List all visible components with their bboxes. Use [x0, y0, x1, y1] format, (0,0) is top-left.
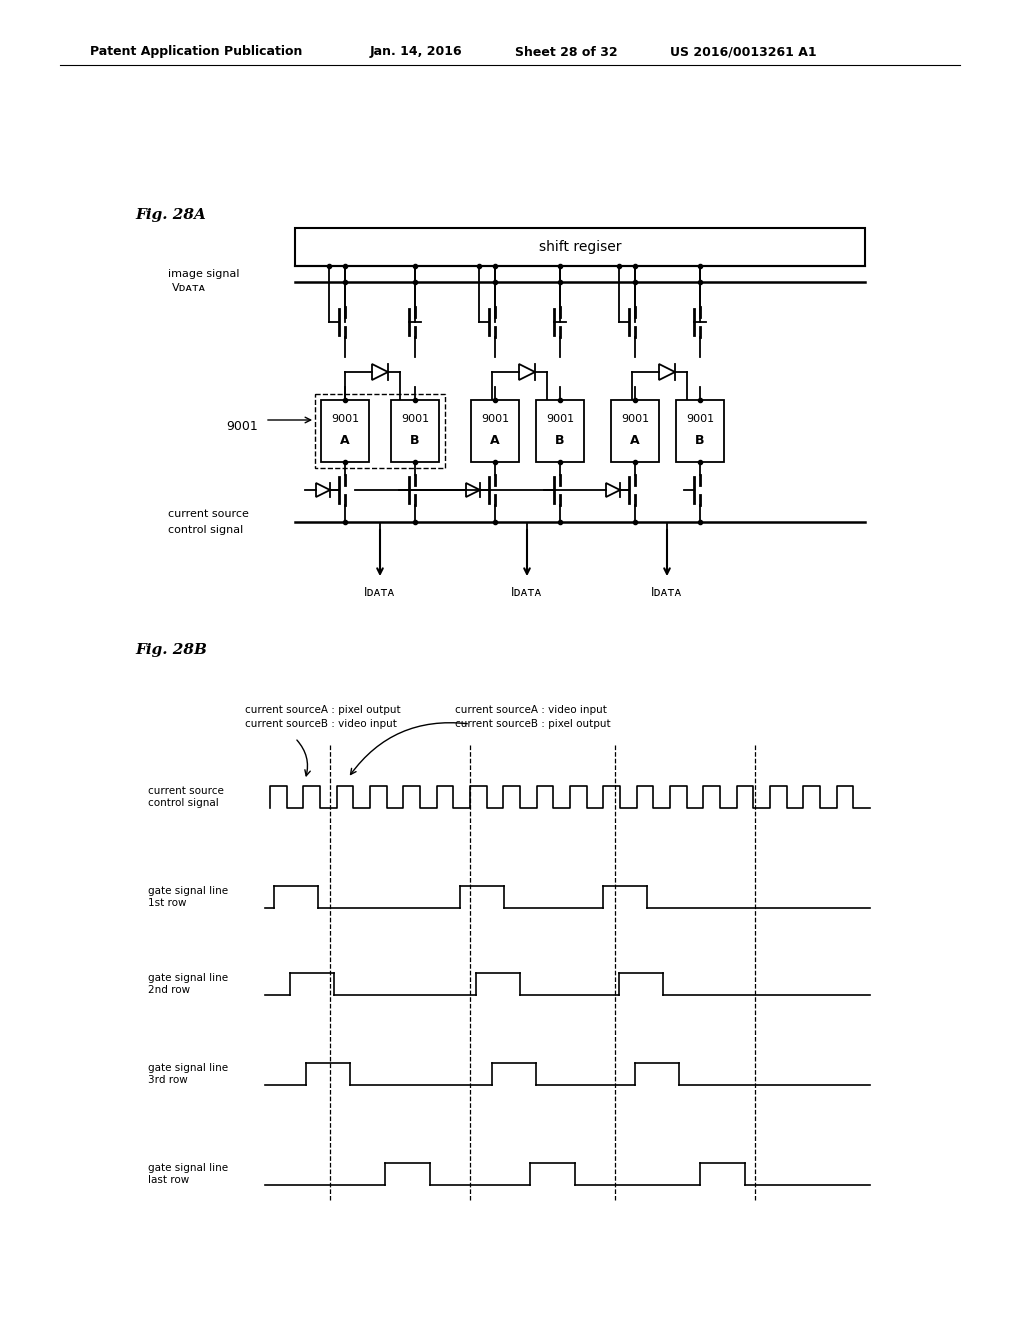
Bar: [315, 393, 445, 469]
Text: current source: current source: [168, 510, 249, 519]
Text: current sourceB : video input: current sourceB : video input: [245, 719, 397, 729]
Text: gate signal line
2nd row: gate signal line 2nd row: [148, 973, 228, 995]
Text: Jan. 14, 2016: Jan. 14, 2016: [370, 45, 463, 58]
Bar: [676, 400, 724, 462]
Text: B: B: [411, 434, 420, 447]
Text: B: B: [695, 434, 705, 447]
Text: 9001: 9001: [621, 414, 649, 424]
Text: Sheet 28 of 32: Sheet 28 of 32: [515, 45, 617, 58]
Text: Vᴅᴀᴛᴀ: Vᴅᴀᴛᴀ: [172, 282, 206, 293]
Text: 9001: 9001: [686, 414, 714, 424]
Text: control signal: control signal: [168, 525, 244, 535]
Bar: [391, 400, 439, 462]
Text: 9001: 9001: [546, 414, 574, 424]
Text: B: B: [555, 434, 565, 447]
Text: Iᴅᴀᴛᴀ: Iᴅᴀᴛᴀ: [365, 586, 395, 599]
Text: current source
control signal: current source control signal: [148, 787, 224, 808]
Bar: [321, 400, 369, 462]
Text: Iᴅᴀᴛᴀ: Iᴅᴀᴛᴀ: [511, 586, 543, 599]
Text: 9001: 9001: [481, 414, 509, 424]
Bar: [295, 228, 865, 267]
Text: 9001: 9001: [331, 414, 359, 424]
Text: current sourceA : video input: current sourceA : video input: [455, 705, 607, 715]
Text: 9001: 9001: [226, 420, 258, 433]
Text: US 2016/0013261 A1: US 2016/0013261 A1: [670, 45, 816, 58]
Text: Patent Application Publication: Patent Application Publication: [90, 45, 302, 58]
Text: A: A: [630, 434, 640, 447]
Bar: [611, 400, 659, 462]
Bar: [471, 400, 519, 462]
Text: shift regiser: shift regiser: [539, 240, 622, 253]
Text: A: A: [490, 434, 500, 447]
Text: gate signal line
3rd row: gate signal line 3rd row: [148, 1063, 228, 1085]
Text: current sourceA : pixel output: current sourceA : pixel output: [245, 705, 400, 715]
Text: A: A: [340, 434, 350, 447]
Text: image signal: image signal: [168, 269, 240, 279]
Text: 9001: 9001: [401, 414, 429, 424]
Text: Fig. 28B: Fig. 28B: [135, 643, 207, 657]
Text: Fig. 28A: Fig. 28A: [135, 209, 206, 222]
Text: current sourceB : pixel output: current sourceB : pixel output: [455, 719, 610, 729]
Text: gate signal line
last row: gate signal line last row: [148, 1163, 228, 1185]
Text: Iᴅᴀᴛᴀ: Iᴅᴀᴛᴀ: [651, 586, 683, 599]
Bar: [536, 400, 584, 462]
Text: gate signal line
1st row: gate signal line 1st row: [148, 886, 228, 908]
